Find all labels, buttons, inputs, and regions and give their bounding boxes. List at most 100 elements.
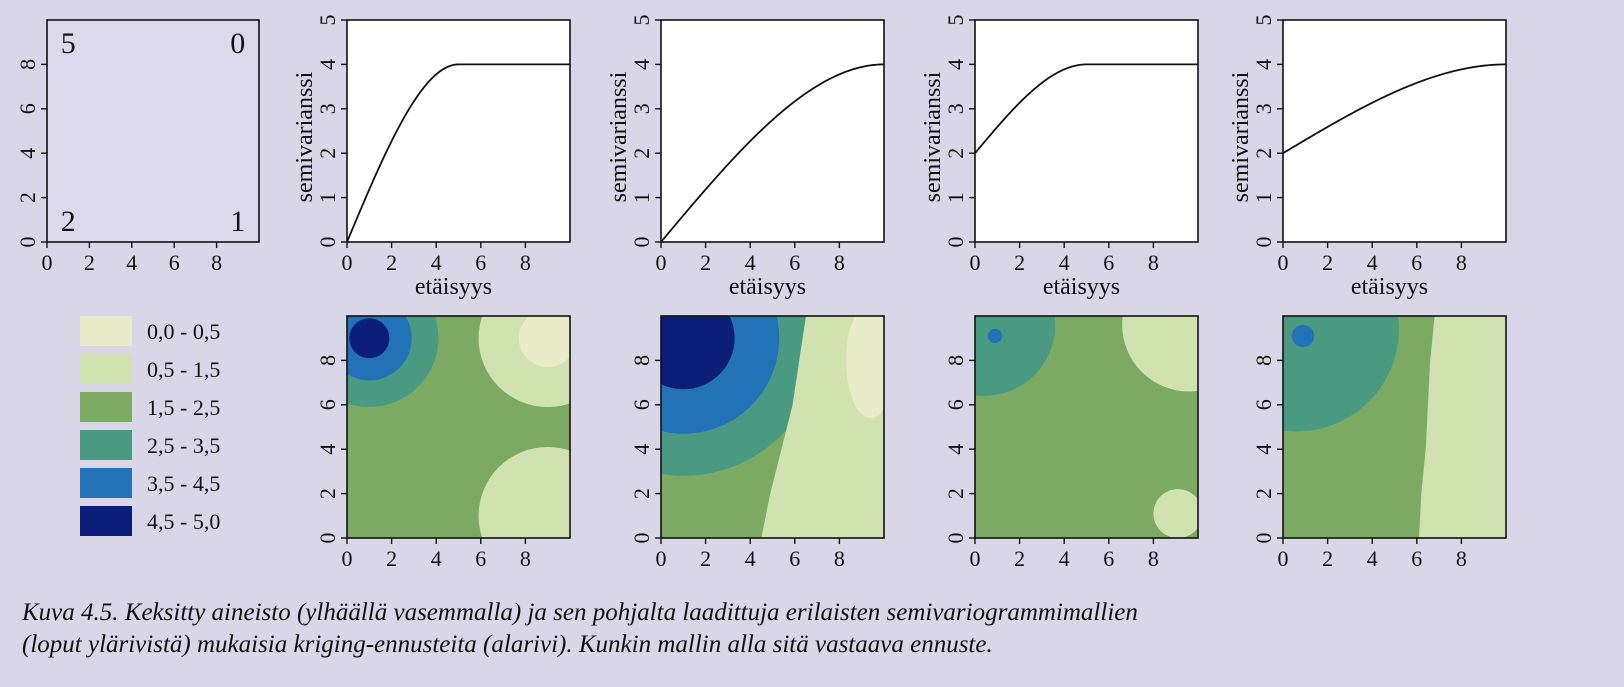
prediction-panel-4-ytick-label-4: 8 <box>1251 355 1276 366</box>
variogram-panel-1: 0 2 4 6 8 0 1 2 3 4 5 etäisyys semivarianssi <box>292 15 571 300</box>
variogram-panel-1-ytick-label-2: 2 <box>315 148 340 159</box>
data-panel-frame <box>46 19 260 243</box>
legend: 0,0 - 0,5 0,5 - 1,5 1,5 - 2,5 2,5 - 3,5 3,5 … <box>80 316 220 536</box>
variogram-panel-4-ytick-label-1: 1 <box>1251 192 1276 203</box>
data-point-label-1: 0 <box>230 27 245 60</box>
prediction-panel-3-region-2 <box>1122 316 1198 392</box>
prediction-panel-3-ytick-label-0: 0 <box>943 533 968 544</box>
variogram-panel-3-xtick-label-0: 0 <box>970 250 981 275</box>
variogram-panel-4-ytick-label-4: 4 <box>1251 59 1276 70</box>
prediction-panel-3-region-3 <box>1153 489 1198 538</box>
variogram-panel-1-ytick-label-3: 3 <box>315 103 340 114</box>
prediction-panel-2-xtick-label-2: 4 <box>745 546 756 571</box>
prediction-panel-2-ytick-label-3: 6 <box>629 399 654 410</box>
variogram-panel-1-xtick-label-0: 0 <box>342 250 353 275</box>
data-point-label-0: 5 <box>61 27 76 60</box>
variogram-panel-1-frame <box>346 19 571 243</box>
legend-label-5: 4,5 - 5,0 <box>147 509 220 534</box>
prediction-panel-4-xtick-label-0: 0 <box>1278 546 1289 571</box>
variogram-panel-2-ytick-label-5: 5 <box>629 15 654 26</box>
prediction-panel-3-ytick-label-4: 8 <box>943 355 968 366</box>
variogram-panel-1-xtick-label-3: 6 <box>475 250 486 275</box>
data-panel-xtick-label-1: 2 <box>84 250 95 275</box>
legend-swatch-4 <box>80 468 132 498</box>
variogram-panel-4: 0 2 4 6 8 0 1 2 3 4 5 etäisyys semivarianssi <box>1228 15 1507 300</box>
prediction-panel-1-ytick-label-0: 0 <box>315 533 340 544</box>
variogram-panel-3: 0 2 4 6 8 0 1 2 3 4 5 etäisyys semivarianssi <box>920 15 1199 300</box>
legend-label-0: 0,0 - 0,5 <box>147 319 220 344</box>
data-panel-ytick-label-2: 4 <box>15 148 40 159</box>
prediction-panel-2: 0 2 4 6 8 0 2 4 6 8 <box>629 315 885 571</box>
prediction-panel-2-xtick-label-4: 8 <box>834 546 845 571</box>
prediction-panel-1-map <box>347 316 570 538</box>
data-panel-ytick-label-1: 2 <box>15 192 40 203</box>
variogram-panel-4-ytick-label-0: 0 <box>1251 237 1276 248</box>
variogram-panel-1-ytick-label-0: 0 <box>315 237 340 248</box>
variogram-ylabel-1: semivarianssi <box>292 71 318 202</box>
prediction-panel-3-ytick-label-1: 2 <box>943 488 968 499</box>
prediction-panel-4-region-0 <box>1283 316 1399 432</box>
prediction-panel-1-xtick-label-2: 4 <box>431 546 442 571</box>
variogram-curve-3 <box>974 63 1198 154</box>
prediction-panel-4-xtick-label-2: 4 <box>1367 546 1378 571</box>
prediction-panel-2-ytick-label-2: 4 <box>629 444 654 455</box>
variogram-panel-3-ytick-label-4: 4 <box>943 59 968 70</box>
prediction-panel-4-ytick-label-3: 6 <box>1251 399 1276 410</box>
variogram-panel-3-xtick-label-2: 4 <box>1059 250 1070 275</box>
variogram-panel-2-xtick-label-0: 0 <box>656 250 667 275</box>
variogram-ylabel-2: semivarianssi <box>606 71 632 202</box>
data-panel-xtick-label-0: 0 <box>42 250 53 275</box>
variogram-panel-2: 0 2 4 6 8 0 1 2 3 4 5 etäisyys semivarianssi <box>606 15 885 300</box>
prediction-panel-3-xtick-label-1: 2 <box>1014 546 1025 571</box>
variogram-panel-4-ytick-label-3: 3 <box>1251 103 1276 114</box>
variogram-panel-1-background <box>347 20 570 242</box>
prediction-panel-4-xtick-label-1: 2 <box>1322 546 1333 571</box>
prediction-panel-3-frame <box>974 315 1199 539</box>
variogram-panel-3-ytick-label-0: 0 <box>943 237 968 248</box>
variogram-ylabel-3: semivarianssi <box>920 71 946 202</box>
variogram-panel-3-ytick-label-3: 3 <box>943 103 968 114</box>
legend-swatch-1 <box>80 354 132 384</box>
prediction-panel-1-ytick-label-1: 2 <box>315 488 340 499</box>
prediction-panel-2-map <box>661 316 884 538</box>
variogram-panel-4-xtick-label-4: 8 <box>1456 250 1467 275</box>
prediction-panel-4-frame <box>1282 315 1507 539</box>
variogram-panel-3-frame <box>974 19 1199 243</box>
variogram-curve-4 <box>1282 63 1506 154</box>
variogram-xlabel-4: etäisyys <box>1351 274 1428 300</box>
variogram-panel-4-xtick-label-0: 0 <box>1278 250 1289 275</box>
prediction-panel-1-region-5 <box>478 447 570 538</box>
variogram-panel-2-ytick-label-1: 1 <box>629 192 654 203</box>
prediction-panel-2-xtick-label-3: 6 <box>789 546 800 571</box>
prediction-panel-3-ytick-label-2: 4 <box>943 444 968 455</box>
variogram-panel-2-ytick-label-0: 0 <box>629 237 654 248</box>
data-point-label-3: 1 <box>230 205 245 238</box>
variogram-panel-2-xtick-label-1: 2 <box>700 250 711 275</box>
data-panel-ytick-label-4: 8 <box>15 59 40 70</box>
prediction-panel-4-map <box>1283 316 1506 538</box>
variogram-panel-3-xtick-label-1: 2 <box>1014 250 1025 275</box>
prediction-panel-3-map <box>975 316 1198 538</box>
variogram-panel-1-xtick-label-2: 4 <box>431 250 442 275</box>
prediction-panel-3-xtick-label-2: 4 <box>1059 546 1070 571</box>
prediction-panel-2-ytick-label-4: 8 <box>629 355 654 366</box>
variogram-panel-2-xtick-label-3: 6 <box>789 250 800 275</box>
legend-swatch-3 <box>80 430 132 460</box>
prediction-panel-2-xtick-label-1: 2 <box>700 546 711 571</box>
prediction-panel-3: 0 2 4 6 8 0 2 4 6 8 <box>943 315 1199 571</box>
prediction-panel-3-ytick-label-3: 6 <box>943 399 968 410</box>
prediction-panel-3-xtick-label-3: 6 <box>1103 546 1114 571</box>
variogram-panel-4-background <box>1283 20 1506 242</box>
prediction-panel-1: 0 2 4 6 8 0 2 4 6 8 <box>315 315 571 571</box>
prediction-panel-3-xtick-label-0: 0 <box>970 546 981 571</box>
variogram-panel-3-ytick-label-2: 2 <box>943 148 968 159</box>
data-point-label-2: 2 <box>61 205 76 238</box>
prediction-panel-1-ytick-label-3: 6 <box>315 399 340 410</box>
data-panel-xtick-label-2: 4 <box>126 250 137 275</box>
prediction-panel-1-region-2 <box>349 318 390 359</box>
prediction-panel-1-ytick-label-2: 4 <box>315 444 340 455</box>
data-panel-xtick-label-4: 8 <box>211 250 222 275</box>
prediction-panel-2-region-4 <box>846 316 884 419</box>
variogram-panel-4-xtick-label-3: 6 <box>1411 250 1422 275</box>
